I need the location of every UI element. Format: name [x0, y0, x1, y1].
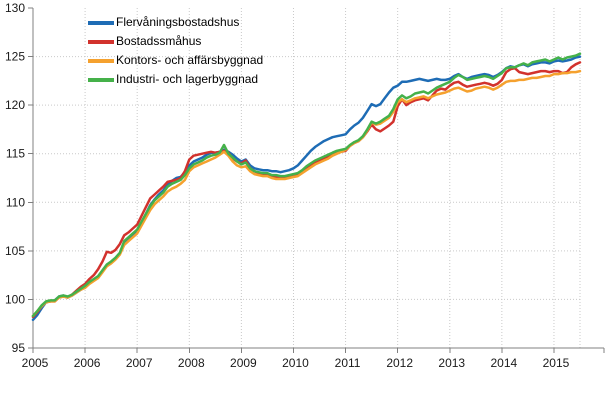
y-tick-label: 95 [12, 341, 26, 355]
x-tick-label: 2013 [438, 356, 465, 370]
x-tick-label: 2015 [543, 356, 570, 370]
x-tick-label: 2012 [386, 356, 413, 370]
x-tick-label: 2011 [335, 356, 361, 370]
y-tick-label: 125 [5, 50, 25, 64]
x-tick-label: 2010 [282, 356, 309, 370]
legend-line-swatch [88, 58, 114, 63]
data-series-lines [31, 52, 582, 322]
x-tick-label: 2008 [178, 356, 205, 370]
gridlines [33, 8, 581, 348]
legend-line-swatch [88, 77, 114, 82]
series-line-industri-och-lagerbyggnad [31, 52, 582, 318]
axes [28, 7, 605, 353]
y-tick-label: 130 [5, 1, 25, 15]
legend-label: Kontors- och affärsbyggnad [116, 53, 264, 67]
x-tick-label: 2007 [126, 356, 153, 370]
y-tick-label: 105 [5, 244, 25, 258]
legend-item: Industri- och lagerbyggnad [88, 70, 263, 89]
x-tick-label: 2005 [22, 356, 49, 370]
legend-item: Kontors- och affärsbyggnad [88, 51, 263, 70]
legend: Flervåningsbostadshus Bostadssmåhus Kontor… [88, 13, 263, 89]
series-line-bostadssmahus [31, 61, 582, 319]
legend-line-swatch [88, 20, 114, 25]
y-tick-label: 115 [6, 147, 25, 161]
x-tick-label: 2006 [74, 356, 101, 370]
legend-label: Flervåningsbostadshus [116, 15, 240, 29]
x-tick-label: 2014 [491, 356, 518, 370]
x-tick-label: 2009 [230, 356, 257, 370]
axis-tick-labels: 95 100 105 110 115 120 125 130 2005 2006 2007 2008 2… [5, 1, 570, 370]
y-tick-label: 100 [5, 292, 25, 306]
series-line-flervaningsbostadshus [31, 55, 582, 322]
legend-item: Bostadssmåhus [88, 32, 263, 51]
y-tick-label: 120 [5, 98, 25, 112]
legend-item: Flervåningsbostadshus [88, 13, 263, 32]
legend-label: Bostadssmåhus [116, 34, 202, 48]
series-line-kontors-och-affarsbyggnad [31, 69, 582, 318]
y-tick-label: 110 [6, 195, 25, 209]
legend-label: Industri- och lagerbyggnad [116, 72, 259, 86]
legend-line-swatch [88, 39, 114, 44]
